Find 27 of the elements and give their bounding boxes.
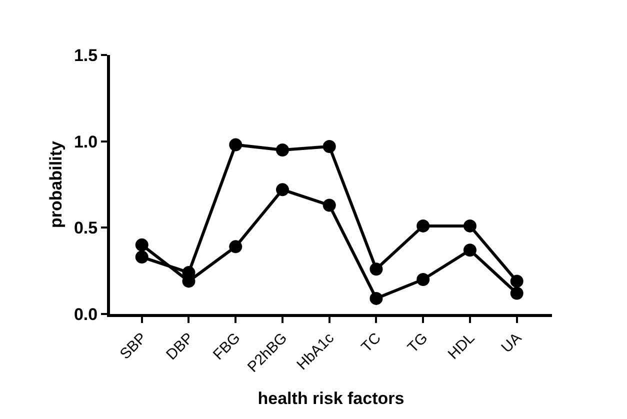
y-tick-label: 1.0 [74, 132, 98, 152]
x-tick-label: TC [358, 329, 384, 356]
point [463, 219, 476, 232]
point [135, 250, 148, 264]
point [370, 262, 383, 276]
point [276, 143, 289, 156]
x-tick-label: TG [404, 330, 432, 356]
x-tick-label: UA [498, 330, 525, 356]
point [135, 238, 148, 252]
point [463, 244, 476, 257]
y-axis-title: probability [46, 140, 66, 228]
point [416, 272, 430, 286]
point [510, 286, 524, 300]
point [416, 219, 430, 232]
x-tick-label: SBP [116, 330, 150, 363]
point [370, 292, 383, 305]
point [510, 274, 524, 288]
point [229, 240, 242, 254]
y-tick-label: 0.5 [74, 218, 98, 238]
point [276, 183, 289, 196]
y-tick-label: 0.0 [74, 304, 98, 324]
point [322, 140, 336, 154]
x-tick-label: HDL [444, 330, 478, 363]
x-axis-title: health risk factors [258, 389, 404, 408]
point [322, 198, 336, 212]
y-tick-label: 1.5 [74, 46, 98, 65]
point [229, 138, 242, 152]
